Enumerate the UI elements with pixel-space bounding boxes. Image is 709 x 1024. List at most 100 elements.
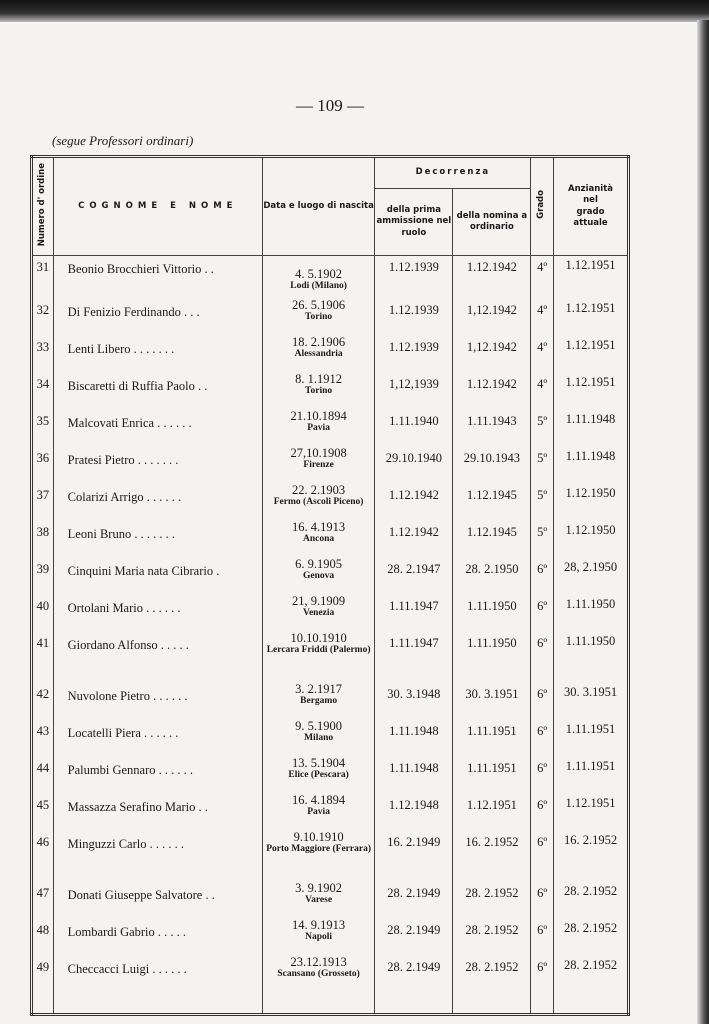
- birth-date: 16. 4.1913: [292, 520, 346, 534]
- row-nomina: 1.11.1950: [452, 632, 532, 683]
- row-grado: 6º: [530, 831, 554, 882]
- birth-place: Porto Maggiore (Ferrara): [266, 843, 371, 854]
- birth-date: 22. 2.1903: [292, 483, 346, 497]
- row-number: 46: [31, 831, 54, 882]
- header-numero: Numero d' ordine: [31, 156, 54, 256]
- table-row: 47 Donati Giuseppe Salvatore . . 3. 9.1902…: [31, 881, 629, 919]
- row-grado: 5º: [530, 484, 554, 521]
- row-prima: 1.12.1948: [374, 794, 454, 831]
- table-filler-row: [31, 993, 629, 1015]
- row-prima: 1,12,1939: [374, 373, 454, 410]
- table-row: 49 Checcacci Luigi . . . . . . 23.12.1913 S…: [31, 956, 629, 993]
- row-anzianita: 28. 2.1952: [553, 956, 629, 993]
- row-number: 48: [31, 919, 54, 956]
- row-nomina: 1.12.1942: [452, 255, 532, 299]
- row-prima: 30. 3.1948: [374, 683, 454, 720]
- birth-date: 3. 9.1902: [295, 881, 343, 895]
- table-row: 48 Lombardi Gabrio . . . . . 14. 9.1913 Nap…: [31, 918, 629, 956]
- row-number: 43: [31, 720, 54, 757]
- row-name: Lombardi Gabrio . . . . .: [52, 919, 263, 956]
- table-row: 39 Cinquini Maria nata Cibrario . 6. 9.190…: [31, 558, 629, 595]
- table-row: 40 Ortolani Mario . . . . . . 21, 9.1909 Ve…: [31, 595, 629, 632]
- row-anzianita: 16. 2.1952: [553, 831, 629, 882]
- birth-place: Scansano (Grosseto): [277, 968, 360, 979]
- row-anzianita: 1.11.1950: [553, 632, 629, 683]
- row-nomina: 30. 3.1951: [452, 683, 532, 720]
- table-row: 43 Locatelli Piera . . . . . . 9. 5.1900 Mi…: [31, 719, 629, 757]
- row-number: 45: [31, 794, 54, 831]
- birth-place: Alessandria: [294, 348, 343, 359]
- birth-place: Elice (Pescara): [288, 769, 349, 780]
- birth-date: 9. 5.1900: [295, 719, 343, 733]
- row-birth: 9.10.1910 Porto Maggiore (Ferrara): [261, 831, 376, 882]
- row-grado: 4º: [530, 336, 554, 373]
- row-name: Locatelli Piera . . . . . .: [52, 720, 263, 757]
- row-anzianita: 1.11.1948: [553, 447, 629, 484]
- continuation-note: (segue Professori ordinari): [52, 133, 194, 148]
- row-grado: 6º: [530, 919, 554, 956]
- row-prima: 1.11.1948: [374, 757, 454, 794]
- birth-place: Lercara Friddi (Palermo): [266, 644, 371, 655]
- header-nomina: della nomina a ordinario: [452, 188, 532, 256]
- row-nomina: 1.11.1943: [452, 410, 532, 447]
- row-prima: 1.12.1939: [374, 336, 454, 373]
- row-grado: 4º: [530, 255, 554, 299]
- row-nomina: 1.11.1951: [452, 720, 532, 757]
- birth-place: Napoli: [305, 931, 333, 942]
- row-birth: 3. 9.1902 Varese: [261, 881, 376, 919]
- table-row: 35 Malcovati Enrica . . . . . . 21.10.1894…: [31, 410, 629, 447]
- birth-date: 14. 9.1913: [292, 918, 346, 932]
- row-nomina: 29.10.1943: [452, 447, 532, 484]
- page-number: — 109 —: [296, 96, 364, 115]
- table-row: 34 Biscaretti di Ruffia Paolo . . 8. 1.191…: [31, 373, 629, 410]
- row-birth: 18. 2.1906 Alessandria: [261, 336, 376, 373]
- table-row: 31 Beonio Brocchieri Vittorio . . 4. 5.190…: [31, 255, 629, 299]
- birth-place: Torino: [305, 385, 333, 396]
- row-prima: 28. 2.1949: [374, 956, 454, 993]
- professors-table: Numero d' ordine COGNOME E NOME Data e l…: [30, 155, 630, 1016]
- row-nomina: 1.12.1945: [452, 521, 532, 558]
- row-number: 37: [31, 484, 54, 521]
- row-name: Cinquini Maria nata Cibrario .: [52, 558, 263, 595]
- row-number: 44: [31, 757, 54, 794]
- row-number: 32: [31, 299, 54, 336]
- table-row: 37 Colarizi Arrigo . . . . . . 22. 2.1903 F…: [31, 483, 629, 521]
- table-row: 45 Massazza Serafino Mario . . 16. 4.1894 P…: [31, 794, 629, 831]
- header-prima: della prima ammissione nel ruolo: [374, 188, 454, 256]
- row-prima: 28. 2.1949: [374, 919, 454, 956]
- row-grado: 6º: [530, 558, 554, 595]
- row-number: 36: [31, 447, 54, 484]
- row-prima: 1.11.1947: [374, 595, 454, 632]
- row-name: Di Fenizio Ferdinando . . .: [52, 299, 263, 336]
- row-name: Massazza Serafino Mario . .: [52, 794, 263, 831]
- row-name: Checcacci Luigi . . . . . .: [52, 956, 263, 993]
- row-grado: 5º: [530, 521, 554, 558]
- row-anzianita: 1.11.1950: [553, 595, 629, 632]
- row-number: 49: [31, 956, 54, 993]
- header-grado: Grado: [530, 156, 554, 256]
- row-nomina: 1.12.1942: [452, 373, 532, 410]
- row-prima: 1.11.1947: [374, 632, 454, 683]
- row-grado: 6º: [530, 683, 554, 720]
- row-grado: 6º: [530, 595, 554, 632]
- row-grado: 5º: [530, 447, 554, 484]
- row-prima: 1.12.1939: [374, 299, 454, 336]
- row-prima: 1.11.1940: [374, 410, 454, 447]
- row-prima: 28. 2.1949: [374, 882, 454, 919]
- scan-right-edge: [697, 20, 709, 1024]
- table-row: 41 Giordano Alfonso . . . . . 10.10.1910 Le…: [31, 632, 629, 683]
- row-name: Biscaretti di Ruffia Paolo . .: [52, 373, 263, 410]
- row-nomina: 1.12.1951: [452, 794, 532, 831]
- birth-place: Firenze: [303, 459, 334, 470]
- row-name: Colarizi Arrigo . . . . . .: [52, 484, 263, 521]
- row-nomina: 16. 2.1952: [452, 831, 532, 882]
- row-anzianita: 1.11.1948: [553, 410, 629, 447]
- row-birth: 13. 5.1904 Elice (Pescara): [261, 757, 376, 794]
- row-nomina: 1.11.1951: [452, 757, 532, 794]
- row-anzianita: 1.12.1950: [553, 521, 629, 558]
- row-prima: 1.11.1948: [374, 720, 454, 757]
- row-number: 40: [31, 595, 54, 632]
- row-nomina: 1.11.1950: [452, 595, 532, 632]
- row-name: Leoni Bruno . . . . . . .: [52, 521, 263, 558]
- birth-place: Ancona: [303, 533, 335, 544]
